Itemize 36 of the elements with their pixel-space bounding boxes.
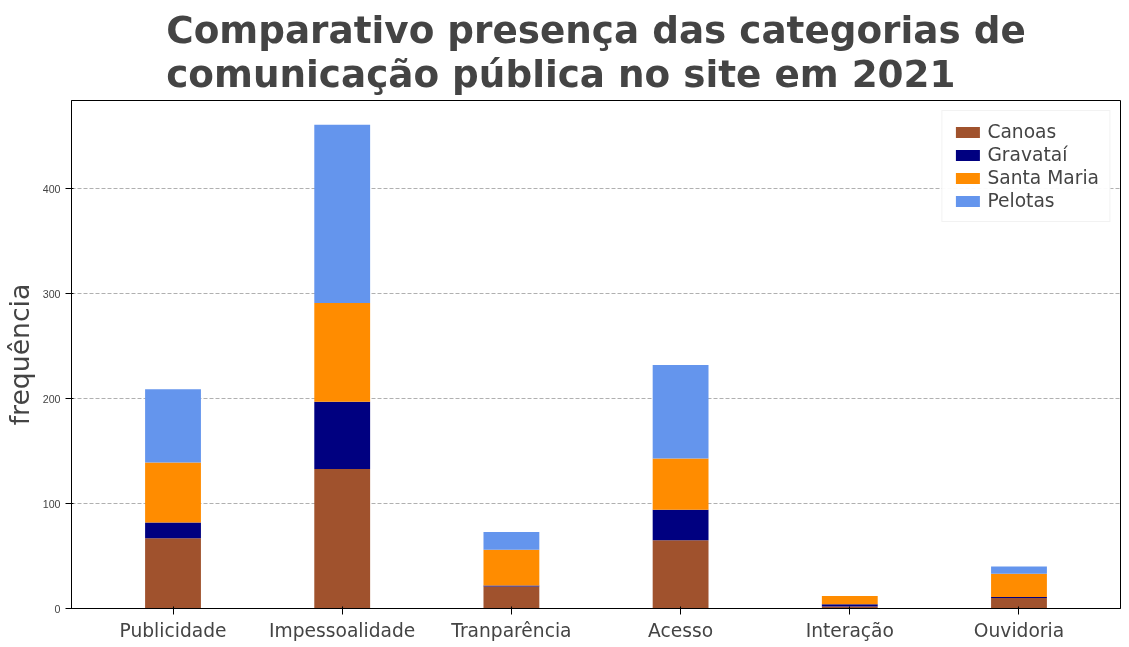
bar	[652, 540, 709, 609]
x-tick-label: Impessoalidade	[269, 619, 416, 641]
bar	[483, 531, 540, 550]
x-tick-label: Publicidade	[119, 619, 227, 641]
bar	[991, 598, 1047, 609]
bar	[483, 549, 540, 586]
bar	[145, 538, 201, 609]
chart-title: Comparativo presença das categorias de comunicação pública no site em 2021	[166, 7, 1026, 96]
bar	[652, 365, 709, 459]
y-axis-title: frequência	[3, 283, 35, 426]
bar	[652, 458, 709, 510]
y-tick-label: 400	[42, 182, 61, 195]
bar	[314, 124, 371, 304]
legend-label: Pelotas	[987, 190, 1055, 211]
bar	[483, 586, 540, 609]
bar	[991, 566, 1047, 574]
legend-label: Santa Maria	[987, 167, 1099, 188]
bar	[652, 509, 709, 541]
bar	[314, 303, 371, 402]
x-tick-label: Tranparência	[450, 619, 572, 641]
bar	[145, 389, 201, 463]
y-tick-label: 200	[42, 392, 61, 405]
x-tick-label: Interação	[805, 619, 894, 641]
y-tick-label: 0	[54, 602, 61, 615]
legend-label: Canoas	[987, 121, 1057, 142]
bar	[991, 573, 1047, 597]
bar	[145, 522, 201, 539]
bar	[314, 401, 371, 469]
x-tick-label: Acesso	[648, 619, 714, 641]
bar	[145, 462, 201, 523]
legend-label: Gravataí	[987, 144, 1068, 165]
y-tick-label: 300	[42, 287, 61, 300]
x-tick-label: Ouvidoria	[973, 619, 1065, 641]
bar	[314, 468, 371, 609]
y-tick-label: 100	[42, 497, 61, 510]
bar	[821, 595, 878, 605]
